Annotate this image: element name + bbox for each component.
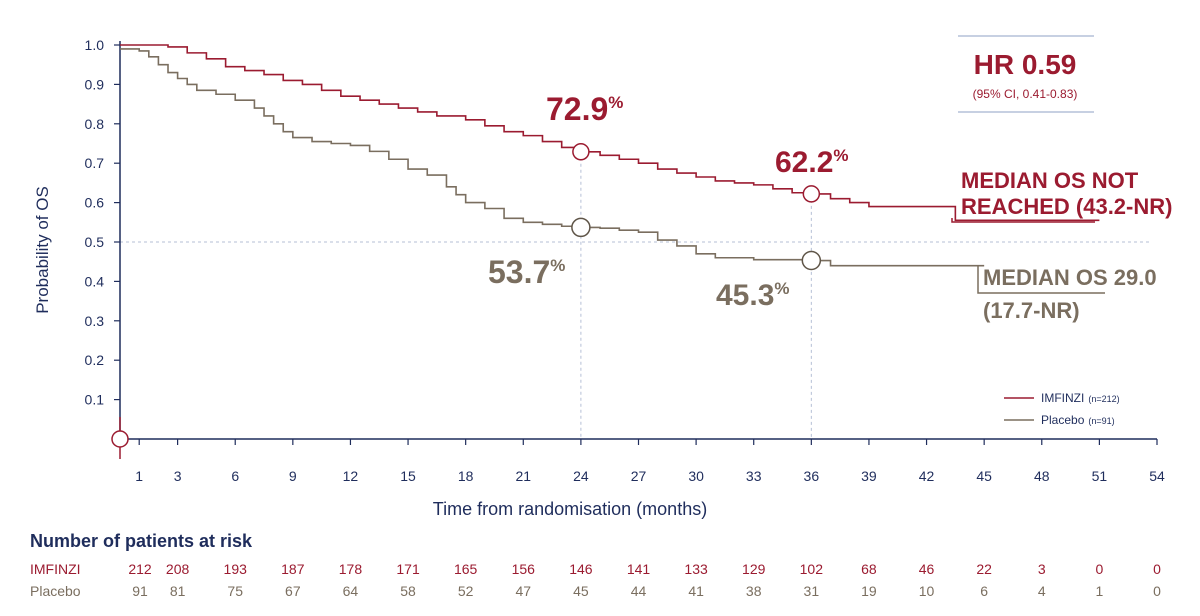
x-ticks: 1 3 6 9 12 15 18 21 24 27 30 33 36 39 42 45 48 51 54 xyxy=(135,439,1165,484)
risk-value-placebo: 10 xyxy=(919,583,935,599)
placebo-median-line1: MEDIAN OS 29.0 xyxy=(983,265,1157,290)
y-tick-label: 0.3 xyxy=(85,313,105,329)
y-tick-label: 0.2 xyxy=(85,352,105,368)
x-tick-label: 15 xyxy=(400,468,416,484)
risk-value-placebo: 64 xyxy=(343,583,359,599)
risk-value-imfinzi: 102 xyxy=(800,561,824,577)
y-tick-label: 0.4 xyxy=(85,273,105,289)
x-tick-label: 6 xyxy=(231,468,239,484)
x-tick-label: 27 xyxy=(631,468,647,484)
risk-value-imfinzi: 165 xyxy=(454,561,478,577)
risk-value-placebo: 81 xyxy=(170,583,186,599)
imfinzi-median-leader xyxy=(951,218,1095,223)
origin-marker xyxy=(111,430,129,448)
risk-value-placebo: 41 xyxy=(688,583,704,599)
risk-value-placebo: 6 xyxy=(980,583,988,599)
risk-value-placebo: 0 xyxy=(1153,583,1161,599)
placebo-median-line2: (17.7-NR) xyxy=(983,298,1080,323)
hazard-ratio-ci: (95% CI, 0.41-0.83) xyxy=(973,87,1078,101)
x-axis-label: Time from randomisation (months) xyxy=(433,499,707,519)
risk-value-imfinzi: 133 xyxy=(684,561,708,577)
y-tick-label: 0.1 xyxy=(85,392,105,408)
x-tick-label: 3 xyxy=(174,468,182,484)
risk-value-placebo: 19 xyxy=(861,583,877,599)
risk-value-imfinzi: 156 xyxy=(512,561,536,577)
x-tick-label: 51 xyxy=(1092,468,1108,484)
risk-value-imfinzi: 212 xyxy=(128,561,152,577)
placebo-36-value: 45.3% xyxy=(716,279,790,312)
placebo-curve xyxy=(120,48,985,267)
risk-value-placebo: 45 xyxy=(573,583,589,599)
risk-value-placebo: 31 xyxy=(804,583,820,599)
x-tick-label: 36 xyxy=(804,468,820,484)
risk-value-placebo: 44 xyxy=(631,583,647,599)
risk-values: 212 208 193 187 178 171 165 156 146 141 133 129 102 6… xyxy=(128,561,1161,599)
imfinzi-36-marker xyxy=(802,185,821,203)
risk-table-title: Number of patients at risk xyxy=(30,531,253,551)
risk-value-placebo: 4 xyxy=(1038,583,1046,599)
imfinzi-median-line2: REACHED (43.2-NR) xyxy=(961,194,1172,219)
risk-value-placebo: 67 xyxy=(285,583,301,599)
risk-value-imfinzi: 178 xyxy=(339,561,363,577)
risk-value-imfinzi: 0 xyxy=(1095,561,1103,577)
risk-value-placebo: 47 xyxy=(515,583,531,599)
risk-value-imfinzi: 141 xyxy=(627,561,651,577)
risk-value-imfinzi: 187 xyxy=(281,561,305,577)
x-tick-label: 24 xyxy=(573,468,589,484)
x-tick-label: 1 xyxy=(135,468,143,484)
risk-value-placebo: 1 xyxy=(1095,583,1103,599)
y-tick-label: 1.0 xyxy=(85,37,105,53)
x-tick-label: 18 xyxy=(458,468,474,484)
x-tick-label: 9 xyxy=(289,468,297,484)
x-tick-label: 42 xyxy=(919,468,935,484)
x-tick-label: 21 xyxy=(515,468,531,484)
imfinzi-36-value: 62.2% xyxy=(775,146,849,179)
imfinzi-curve xyxy=(120,44,1100,222)
placebo-24-value: 53.7% xyxy=(488,254,565,290)
placebo-24-marker xyxy=(571,217,591,238)
risk-value-placebo: 52 xyxy=(458,583,474,599)
imfinzi-24-value: 72.9% xyxy=(546,91,623,127)
placebo-median-leader xyxy=(977,266,1105,294)
y-axis-label: Probability of OS xyxy=(33,186,52,314)
x-tick-label: 48 xyxy=(1034,468,1050,484)
risk-row-label-imfinzi: IMFINZI xyxy=(30,561,81,577)
x-tick-label: 39 xyxy=(861,468,877,484)
y-tick-label: 0.7 xyxy=(85,155,105,171)
risk-value-placebo: 75 xyxy=(227,583,243,599)
y-tick-label: 0.9 xyxy=(85,76,105,92)
x-tick-label: 45 xyxy=(976,468,992,484)
risk-row-label-placebo: Placebo xyxy=(30,583,81,599)
risk-value-imfinzi: 22 xyxy=(976,561,992,577)
y-tick-label: 0.8 xyxy=(85,116,105,132)
y-ticks: 0.1 0.2 0.3 0.4 0.5 0.6 0.7 0.8 0.9 1.0 xyxy=(85,37,120,408)
imfinzi-median-line1: MEDIAN OS NOT xyxy=(961,168,1139,193)
legend-placebo-label: Placebo (n=91) xyxy=(1041,413,1115,427)
risk-value-imfinzi: 3 xyxy=(1038,561,1046,577)
risk-value-imfinzi: 46 xyxy=(919,561,935,577)
y-tick-label: 0.5 xyxy=(85,234,105,250)
x-tick-label: 33 xyxy=(746,468,762,484)
placebo-36-marker xyxy=(801,250,822,271)
legend-imfinzi-label: IMFINZI (n=212) xyxy=(1041,391,1120,405)
risk-value-imfinzi: 129 xyxy=(742,561,766,577)
x-tick-label: 54 xyxy=(1149,468,1165,484)
imfinzi-24-marker xyxy=(572,143,590,161)
x-tick-label: 12 xyxy=(343,468,359,484)
risk-value-placebo: 58 xyxy=(400,583,416,599)
y-tick-label: 0.6 xyxy=(85,195,105,211)
risk-value-placebo: 91 xyxy=(132,583,148,599)
risk-value-imfinzi: 193 xyxy=(224,561,248,577)
risk-value-imfinzi: 146 xyxy=(569,561,593,577)
risk-value-imfinzi: 171 xyxy=(396,561,420,577)
risk-value-placebo: 38 xyxy=(746,583,762,599)
hazard-ratio: HR 0.59 xyxy=(974,49,1077,80)
risk-value-imfinzi: 208 xyxy=(166,561,190,577)
x-tick-label: 30 xyxy=(688,468,704,484)
risk-value-imfinzi: 68 xyxy=(861,561,877,577)
risk-value-imfinzi: 0 xyxy=(1153,561,1161,577)
